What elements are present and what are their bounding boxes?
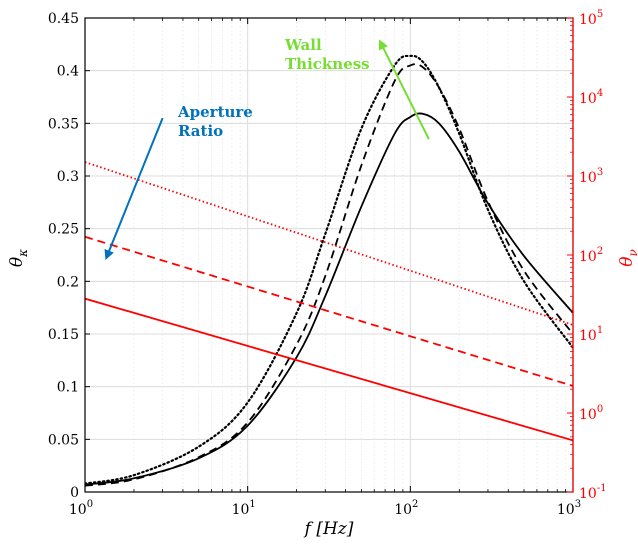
- y-right-axis-label: θν: [617, 249, 638, 267]
- y-left-tick-label: 0.3: [57, 169, 79, 185]
- y-right-tick-label: 105: [579, 9, 603, 28]
- series-right-solid: [85, 297, 573, 442]
- ticks: [84, 17, 574, 493]
- x-tick-label: 102: [394, 499, 418, 518]
- series-left-dotted: [85, 54, 573, 485]
- y-left-tick-label: 0.15: [48, 327, 79, 343]
- series-left-solid: [85, 112, 573, 486]
- x-tick-label: 100: [69, 499, 93, 518]
- annotation-wall-text: Wall: [284, 36, 322, 54]
- annotation-aperture-text: Ratio: [178, 122, 223, 140]
- series-left-dashed: [85, 63, 573, 487]
- series-right-dashed: [85, 235, 573, 387]
- x-axis-label: f [Hz]: [303, 519, 354, 539]
- y-left-tick-label: 0.35: [48, 116, 79, 132]
- y-right-tick-label: 102: [579, 246, 603, 265]
- y-right-tick-label: 10-1: [579, 483, 607, 502]
- y-left-tick-label: 0.4: [57, 64, 79, 80]
- y-left-tick-label: 0.25: [48, 222, 79, 238]
- grid: [84, 17, 573, 493]
- annotation-wall-text: Thickness: [285, 55, 370, 73]
- tick-labels: 0 0.05 0.1 0.15 0.2 0.25 0.3 0.35 0.4 0.45 100 101 1…: [48, 9, 607, 518]
- series-right-dotted: [85, 161, 573, 326]
- y-right-tick-label: 100: [579, 404, 603, 423]
- y-left-tick-label: 0.05: [48, 432, 79, 448]
- y-right-tick-label: 103: [579, 167, 603, 186]
- y-right-tick-label: 101: [579, 325, 603, 344]
- y-left-axis-label: θκ: [7, 249, 30, 267]
- y-left-tick-label: 0.1: [57, 380, 79, 396]
- annotation-arrow: [104, 117, 164, 261]
- annotation-arrow: [379, 39, 430, 140]
- series-group: [85, 54, 573, 487]
- plot-frame: [84, 17, 574, 493]
- y-left-tick-label: 0.2: [57, 274, 79, 290]
- y-left-tick-label: 0: [70, 485, 79, 501]
- x-tick-label: 101: [232, 499, 256, 518]
- y-left-tick-label: 0.45: [48, 11, 79, 27]
- x-tick-label: 103: [557, 499, 581, 518]
- annotation-aperture-text: Aperture: [177, 103, 253, 121]
- y-right-tick-label: 104: [579, 88, 603, 107]
